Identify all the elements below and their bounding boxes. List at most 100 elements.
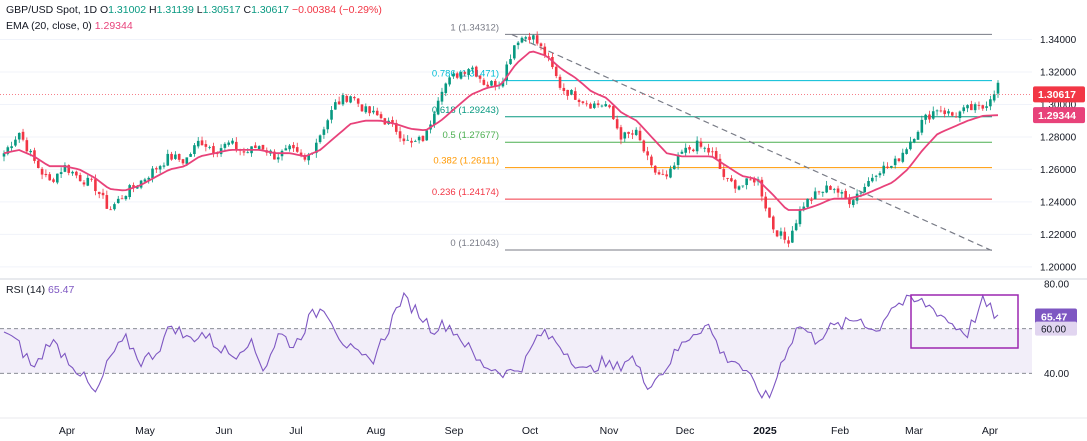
candle-body[interactable] — [471, 67, 474, 70]
candle-body[interactable] — [608, 105, 611, 108]
candle-body[interactable] — [513, 45, 516, 59]
candle-body[interactable] — [730, 178, 733, 182]
candle-body[interactable] — [707, 147, 710, 153]
candle-body[interactable] — [444, 83, 448, 94]
candle-body[interactable] — [909, 141, 912, 150]
candle-body[interactable] — [75, 171, 78, 176]
candle-body[interactable] — [48, 174, 52, 181]
candle-body[interactable] — [143, 179, 147, 182]
candle-body[interactable] — [996, 82, 1000, 94]
candle-body[interactable] — [151, 168, 154, 178]
candle-body[interactable] — [166, 153, 170, 166]
candle-body[interactable] — [132, 185, 135, 188]
candle-body[interactable] — [25, 140, 29, 152]
candle-body[interactable] — [745, 178, 748, 186]
candle-body[interactable] — [227, 142, 230, 145]
candle-body[interactable] — [882, 165, 886, 174]
candle-body[interactable] — [177, 153, 181, 160]
candle-body[interactable] — [231, 140, 234, 144]
candle-body[interactable] — [349, 96, 352, 103]
candle-body[interactable] — [535, 35, 539, 44]
candle-body[interactable] — [692, 149, 695, 152]
candle-body[interactable] — [474, 66, 478, 77]
candle-body[interactable] — [417, 136, 421, 141]
candle-body[interactable] — [688, 147, 691, 150]
candle-body[interactable] — [612, 106, 615, 120]
candle-body[interactable] — [920, 119, 924, 133]
candle-body[interactable] — [235, 141, 238, 150]
candle-body[interactable] — [905, 149, 908, 154]
candle-body[interactable] — [604, 104, 608, 107]
rsi-label[interactable]: RSI (14) — [6, 284, 46, 296]
candle-body[interactable] — [36, 160, 40, 168]
candle-body[interactable] — [44, 173, 48, 176]
candle-body[interactable] — [288, 145, 291, 150]
candle-body[interactable] — [372, 110, 375, 113]
candle-body[interactable] — [181, 159, 185, 164]
candle-body[interactable] — [261, 144, 265, 150]
candle-body[interactable] — [699, 141, 703, 147]
candle-body[interactable] — [116, 198, 120, 204]
candle-body[interactable] — [436, 100, 440, 115]
candle-body[interactable] — [760, 179, 764, 197]
candle-body[interactable] — [196, 140, 200, 147]
candle-body[interactable] — [452, 73, 455, 77]
candle-body[interactable] — [821, 191, 825, 193]
highlight-box[interactable] — [910, 294, 1019, 349]
candle-body[interactable] — [29, 150, 32, 153]
candle-body[interactable] — [314, 142, 318, 154]
candle-body[interactable] — [890, 165, 893, 168]
candle-body[interactable] — [295, 147, 299, 152]
candle-body[interactable] — [86, 177, 90, 186]
candle-body[interactable] — [124, 195, 128, 200]
candle-body[interactable] — [585, 103, 588, 105]
candle-body[interactable] — [798, 209, 802, 225]
candle-body[interactable] — [543, 46, 547, 56]
candle-body[interactable] — [680, 151, 684, 154]
candle-body[interactable] — [135, 186, 139, 189]
candle-body[interactable] — [170, 153, 173, 160]
candle-body[interactable] — [204, 144, 208, 147]
candle-body[interactable] — [455, 73, 459, 78]
candle-body[interactable] — [326, 120, 330, 130]
candle-body[interactable] — [893, 158, 897, 166]
candle-body[interactable] — [989, 99, 992, 107]
candle-body[interactable] — [992, 94, 996, 101]
candle-body[interactable] — [676, 154, 680, 166]
candle-body[interactable] — [299, 152, 303, 156]
candle-body[interactable] — [421, 135, 425, 142]
candle-body[interactable] — [912, 138, 916, 143]
candle-body[interactable] — [619, 127, 623, 140]
price-axis[interactable]: 1.34000 1.32000 1.30000 1.28000 1.26000 1.240… — [1040, 35, 1077, 273]
candle-body[interactable] — [596, 103, 600, 106]
candle-body[interactable] — [105, 195, 109, 209]
candle-body[interactable] — [21, 131, 25, 140]
candle-body[interactable] — [577, 99, 581, 103]
candle-body[interactable] — [284, 148, 288, 151]
candle-body[interactable] — [67, 165, 71, 173]
candle-body[interactable] — [829, 186, 832, 190]
candle-body[interactable] — [463, 72, 467, 74]
candle-body[interactable] — [878, 173, 882, 176]
candle-body[interactable] — [356, 98, 360, 104]
candle-body[interactable] — [2, 153, 6, 157]
candle-body[interactable] — [973, 104, 977, 111]
candle-body[interactable] — [14, 139, 17, 146]
candle-body[interactable] — [147, 177, 151, 180]
candle-body[interactable] — [63, 165, 67, 172]
candle-body[interactable] — [539, 43, 543, 47]
candle-body[interactable] — [726, 177, 729, 179]
candle-body[interactable] — [120, 198, 124, 200]
candle-body[interactable] — [954, 116, 958, 118]
candle-body[interactable] — [806, 198, 809, 207]
candle-body[interactable] — [768, 207, 771, 218]
candle-body[interactable] — [155, 168, 158, 170]
candle-body[interactable] — [322, 129, 326, 135]
candle-body[interactable] — [935, 110, 939, 112]
candle-body[interactable] — [848, 198, 851, 205]
candle-body[interactable] — [174, 154, 177, 159]
candle-body[interactable] — [364, 106, 368, 113]
candle-body[interactable] — [193, 145, 196, 155]
candle-body[interactable] — [752, 178, 756, 183]
